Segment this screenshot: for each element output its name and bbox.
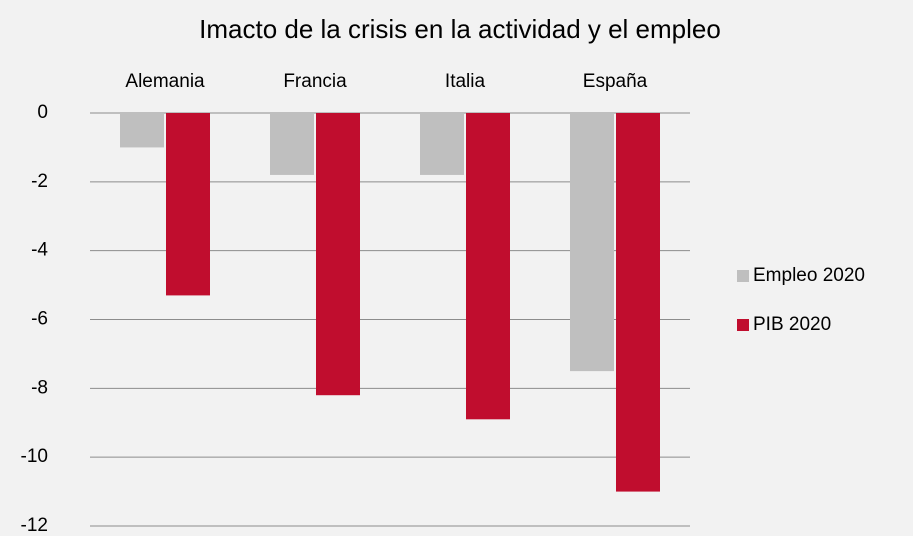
- x-tick-label: Italia: [445, 71, 486, 92]
- y-tick-label: -10: [21, 446, 48, 467]
- bar: [166, 113, 210, 296]
- y-tick-label: -2: [31, 171, 48, 192]
- legend-label: PIB 2020: [753, 314, 831, 335]
- bar: [420, 113, 464, 175]
- y-tick-label: -8: [31, 377, 48, 398]
- legend-label: Empleo 2020: [753, 265, 865, 286]
- bar: [270, 113, 314, 175]
- legend-swatch: [737, 319, 749, 331]
- x-tick-label: España: [583, 71, 648, 92]
- y-tick-label: -12: [21, 515, 48, 536]
- bar: [466, 113, 510, 420]
- legend-swatch: [737, 270, 749, 282]
- bar: [616, 113, 660, 492]
- bar: [570, 113, 614, 372]
- x-tick-label: Francia: [283, 71, 347, 92]
- y-tick-label: -6: [31, 309, 48, 330]
- bar: [120, 113, 164, 148]
- y-tick-label: -4: [31, 240, 48, 261]
- y-tick-label: 0: [37, 102, 48, 123]
- bar: [316, 113, 360, 396]
- chart-title: Imacto de la crisis en la actividad y el…: [199, 14, 721, 44]
- x-tick-label: Alemania: [125, 71, 205, 92]
